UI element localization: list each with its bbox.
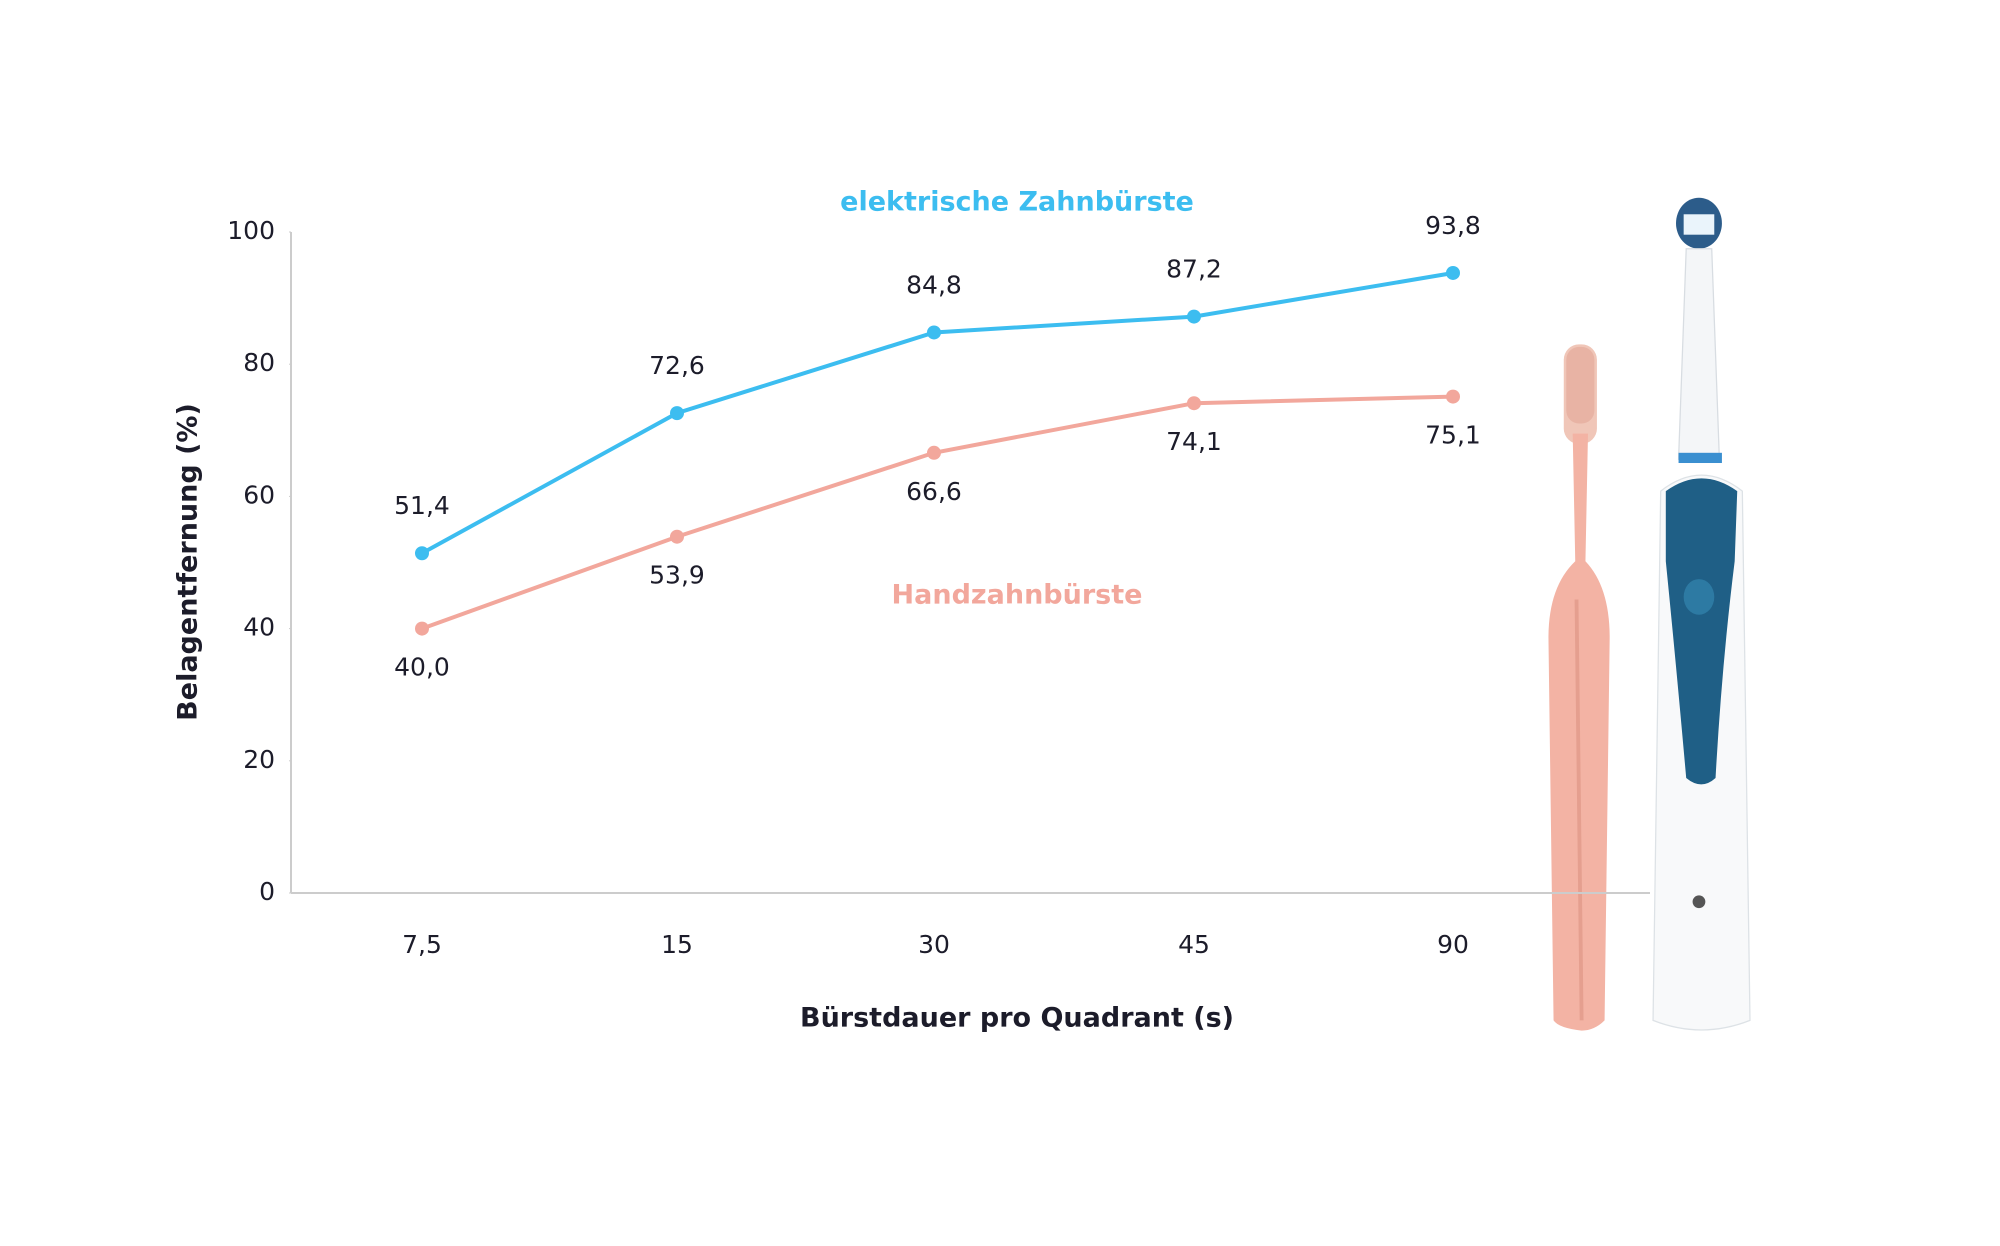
data-label: 72,6 (649, 351, 705, 380)
y-tick-label: 100 (227, 216, 275, 245)
series-line (421, 271, 1454, 555)
data-point (670, 529, 684, 544)
data-point (927, 325, 941, 340)
x-tick-label: 7,5 (402, 930, 442, 959)
data-point (415, 621, 429, 636)
data-label: 75,1 (1425, 421, 1481, 450)
electric-toothbrush (1652, 197, 1751, 1031)
data-point (927, 445, 941, 460)
x-tick-label: 30 (918, 930, 950, 959)
y-tick-label: 40 (243, 613, 275, 642)
data-point (1187, 309, 1201, 324)
data-label: 40,0 (394, 653, 450, 682)
x-tick-label: 15 (661, 930, 693, 959)
data-label: 93,8 (1425, 211, 1481, 240)
data-label: 51,4 (394, 491, 450, 520)
y-tick-label: 60 (243, 480, 275, 509)
manual-toothbrush (1548, 344, 1610, 1031)
y-tick-label: 20 (243, 745, 275, 774)
data-label: 53,9 (649, 561, 705, 590)
data-label: 87,2 (1166, 255, 1222, 284)
data-label: 84,8 (906, 270, 962, 299)
data-point (1446, 265, 1460, 280)
data-point (415, 546, 429, 561)
y-tick-label: 0 (259, 877, 275, 906)
y-tick-label: 80 (243, 348, 275, 377)
data-point (670, 406, 684, 421)
data-point (1446, 389, 1460, 404)
x-axis-title: Bürstdauer pro Quadrant (s) (800, 1003, 1234, 1034)
x-tick-label: 45 (1178, 930, 1210, 959)
toothbrush-illustration (1548, 197, 1751, 1031)
data-point (1187, 396, 1201, 411)
data-label: 66,6 (906, 477, 962, 506)
data-label: 74,1 (1166, 427, 1222, 456)
y-axis-title: Belagentfernung (%) (173, 403, 204, 721)
x-tick-label: 90 (1437, 930, 1469, 959)
series-label: elektrische Zahnbürste (840, 187, 1194, 218)
series-label: Handzahnbürste (892, 580, 1143, 611)
